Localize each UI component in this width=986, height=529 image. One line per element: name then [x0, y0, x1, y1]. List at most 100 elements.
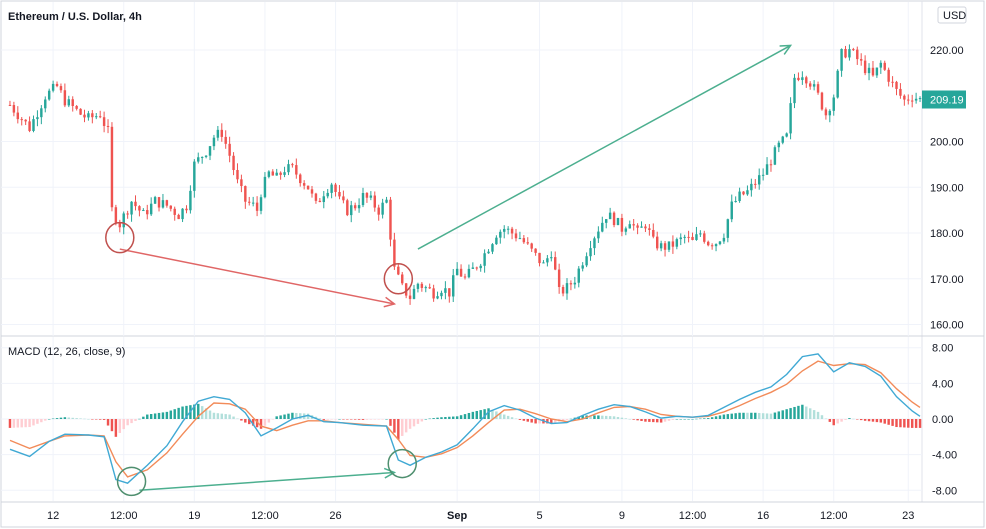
macd-histogram-bar: [95, 419, 98, 420]
candle-body: [503, 228, 506, 232]
price-candles: [8, 44, 922, 305]
candle: [718, 240, 722, 246]
candle: [773, 145, 777, 166]
candle-body: [142, 210, 145, 212]
macd-histogram-bar: [522, 419, 526, 421]
candle-body: [569, 283, 573, 285]
candle: [440, 290, 443, 300]
macd-histogram-bar: [385, 419, 388, 420]
macd-histogram-bar: [83, 418, 86, 420]
macd-histogram-bar: [812, 410, 816, 419]
macd-histogram-bar: [20, 419, 23, 428]
candle-body: [361, 193, 365, 206]
macd-histogram-bar: [216, 413, 220, 419]
candle: [757, 168, 761, 190]
candle: [44, 96, 47, 113]
macd-histogram-bar: [432, 418, 435, 419]
candle: [204, 155, 208, 159]
candle-body: [554, 257, 557, 270]
candle-body: [248, 201, 251, 203]
candle: [805, 75, 808, 88]
candle: [801, 71, 804, 85]
candle: [322, 190, 325, 209]
macd-histogram-bar: [750, 412, 753, 419]
macd-tick-label: 0.00: [932, 414, 953, 426]
candle: [891, 76, 894, 88]
candle: [452, 268, 455, 302]
candle-body: [793, 77, 796, 104]
candle: [185, 205, 188, 214]
candle: [208, 145, 212, 161]
candle-body: [491, 244, 494, 252]
macd-histogram-bar: [769, 413, 773, 419]
candle: [98, 110, 102, 119]
candle: [193, 159, 196, 198]
candle: [169, 205, 173, 212]
macd-histogram-bar: [338, 419, 341, 420]
candle: [110, 122, 114, 212]
macd-line: [9, 353, 921, 484]
candle: [216, 125, 220, 141]
macd-histogram-bar: [334, 419, 337, 420]
candle: [816, 81, 820, 95]
macd-histogram-bar: [710, 417, 714, 419]
candle-body: [212, 137, 216, 147]
candle: [12, 101, 16, 117]
candle-body: [730, 201, 733, 220]
candle: [59, 83, 63, 93]
candle: [644, 224, 647, 233]
currency-badge[interactable]: [937, 6, 967, 24]
candle: [114, 204, 118, 226]
candle: [875, 67, 879, 78]
candle: [863, 55, 867, 76]
candle-body: [326, 192, 329, 197]
candle-body: [522, 238, 526, 243]
macd-histogram-bar: [102, 419, 106, 420]
candle-body: [244, 186, 247, 202]
candle-body: [475, 267, 478, 269]
candle-body: [302, 183, 306, 186]
macd-histogram-bar: [506, 415, 510, 419]
candle-body: [263, 176, 267, 198]
macd-histogram-bar: [836, 419, 839, 424]
candle-body: [232, 155, 235, 171]
candle: [589, 240, 592, 261]
candle: [428, 283, 431, 290]
candle-body: [334, 184, 337, 192]
candle: [710, 243, 714, 250]
candle: [742, 191, 745, 196]
candle-body: [208, 146, 212, 156]
candle: [295, 158, 298, 179]
candle: [526, 237, 529, 245]
macd-histogram-bar: [856, 419, 859, 420]
macd-histogram-bar: [459, 415, 463, 419]
candle: [534, 248, 537, 256]
macd-histogram-bar: [165, 411, 169, 419]
candle: [291, 162, 294, 168]
macd-histogram-bar: [605, 415, 608, 419]
candle: [91, 110, 94, 124]
macd-histogram-bar: [130, 419, 133, 424]
candle-body: [138, 206, 141, 211]
macd-histogram-bar: [416, 419, 420, 424]
macd-histogram-bar: [722, 414, 726, 419]
time-tick-label: 12:00: [679, 510, 707, 522]
macd-histogram-bar: [679, 419, 682, 420]
macd-histogram-bar: [16, 419, 20, 428]
candle: [746, 185, 749, 196]
candle-body: [856, 49, 859, 60]
macd-histogram-bar: [236, 418, 239, 420]
candle-body: [283, 172, 286, 175]
time-tick-label: 12:00: [820, 510, 848, 522]
macd-histogram-bar: [161, 412, 165, 419]
macd-histogram-bar: [695, 418, 698, 420]
currency-label[interactable]: USD: [943, 10, 966, 22]
macd-histogram-bar: [899, 419, 902, 428]
candle-body: [40, 108, 43, 118]
macd-histogram-bar: [852, 418, 855, 420]
time-tick-label: 12: [47, 510, 59, 522]
candle-body: [581, 265, 584, 269]
macd-histogram-bar: [706, 418, 710, 419]
macd-histogram-bar: [377, 419, 380, 420]
macd-histogram-bar: [404, 419, 408, 433]
